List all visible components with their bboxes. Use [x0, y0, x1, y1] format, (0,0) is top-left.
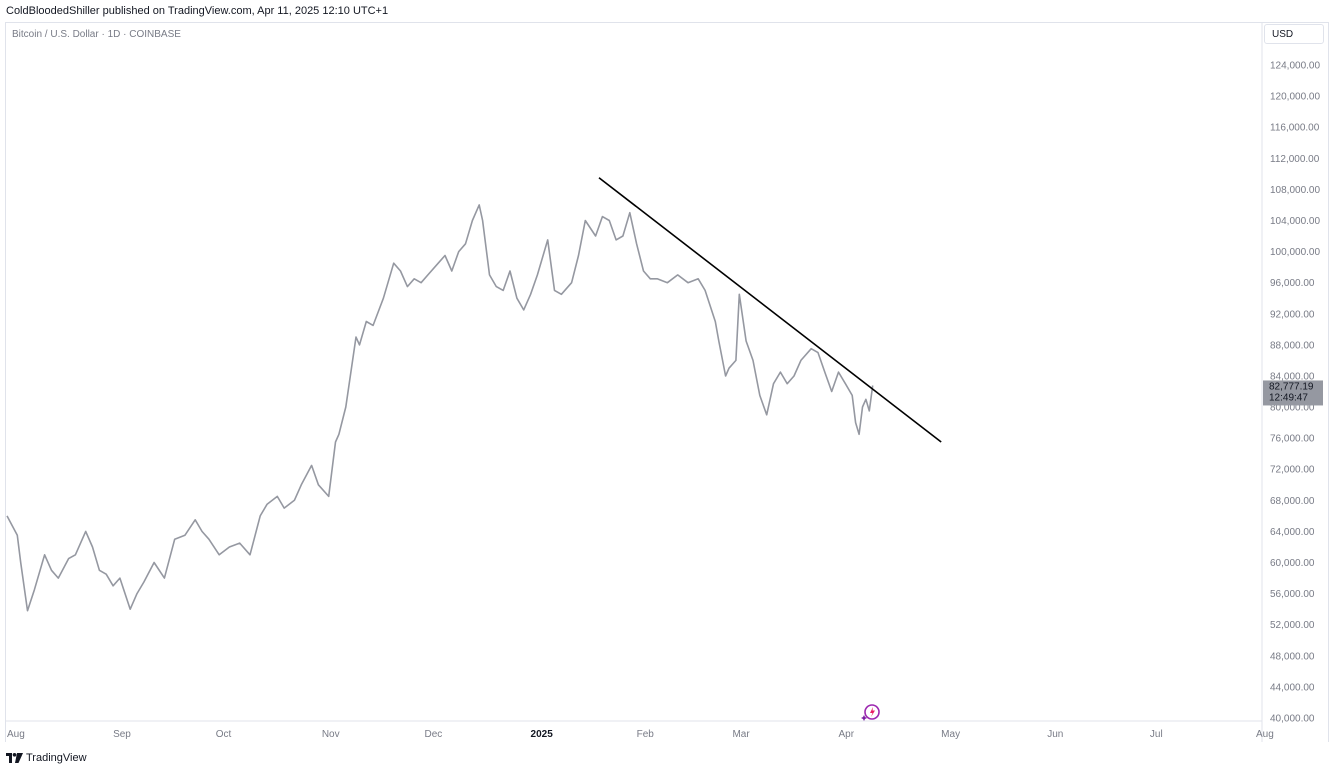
y-tick-label: 68,000.00: [1270, 496, 1315, 507]
y-tick-label: 48,000.00: [1270, 651, 1315, 662]
x-tick-label: Aug: [1256, 729, 1274, 740]
y-tick-label: 40,000.00: [1270, 714, 1315, 725]
tradingview-logo-icon: [6, 753, 23, 763]
x-tick-label: May: [941, 729, 960, 740]
x-tick-label: Mar: [732, 729, 750, 740]
y-tick-label: 92,000.00: [1270, 309, 1315, 320]
y-tick-label: 60,000.00: [1270, 558, 1315, 569]
y-tick-label: 108,000.00: [1270, 185, 1320, 196]
trendline[interactable]: [598, 177, 942, 443]
y-tick-label: 96,000.00: [1270, 278, 1315, 289]
y-tick-label: 56,000.00: [1270, 589, 1315, 600]
y-tick-label: 64,000.00: [1270, 527, 1315, 538]
price-axis: 124,000.00 120,000.00 116,000.00 112,000.00…: [1270, 61, 1320, 725]
x-tick-label: Sep: [113, 729, 131, 740]
x-tick-label: Oct: [216, 729, 232, 740]
y-tick-label: 84,000.00: [1270, 371, 1315, 382]
y-tick-label: 100,000.00: [1270, 247, 1320, 258]
tradingview-brand[interactable]: TradingView: [6, 752, 87, 764]
y-tick-label: 112,000.00: [1270, 154, 1320, 165]
x-tick-label: Apr: [839, 729, 855, 740]
y-tick-label: 76,000.00: [1270, 434, 1315, 445]
y-tick-label: 116,000.00: [1270, 123, 1320, 134]
x-tick-label: Nov: [322, 729, 340, 740]
x-tick-label: Feb: [637, 729, 655, 740]
y-tick-label: 88,000.00: [1270, 340, 1315, 351]
last-price-marker-bg: [1263, 380, 1323, 406]
publisher-line: ColdBloodedShiller published on TradingV…: [6, 5, 389, 17]
drawing-layer[interactable]: [598, 177, 942, 443]
series-layer: [6, 204, 874, 612]
x-tick-label: Jun: [1047, 729, 1063, 740]
x-tick-label: Jul: [1150, 729, 1163, 740]
countdown-label: 12:49:47: [1269, 392, 1308, 403]
x-tick-label: 2025: [531, 729, 554, 740]
time-axis: Aug Sep Oct Nov Dec 2025 Feb Mar Apr May Jun Jul Aug: [7, 729, 1274, 740]
last-price-marker: 82,777.19 12:49:47: [1263, 380, 1323, 406]
sparkle-icon[interactable]: [860, 701, 882, 723]
y-tick-label: 80,000.00: [1270, 403, 1315, 414]
brand-label: TradingView: [26, 752, 87, 764]
x-tick-label: Aug: [7, 729, 25, 740]
currency-button[interactable]: USD: [1264, 24, 1324, 44]
y-tick-label: 120,000.00: [1270, 92, 1320, 103]
price-series-line: [6, 204, 874, 612]
y-tick-label: 72,000.00: [1270, 465, 1315, 476]
x-tick-label: Dec: [424, 729, 442, 740]
y-tick-label: 104,000.00: [1270, 216, 1320, 227]
y-tick-label: 124,000.00: [1270, 61, 1320, 72]
symbol-title[interactable]: Bitcoin / U.S. Dollar · 1D · COINBASE: [12, 29, 181, 40]
y-tick-label: 44,000.00: [1270, 682, 1315, 693]
chart-frame: [5, 22, 1329, 742]
last-price-label: 82,777.19: [1269, 381, 1314, 392]
y-tick-label: 52,000.00: [1270, 620, 1315, 631]
